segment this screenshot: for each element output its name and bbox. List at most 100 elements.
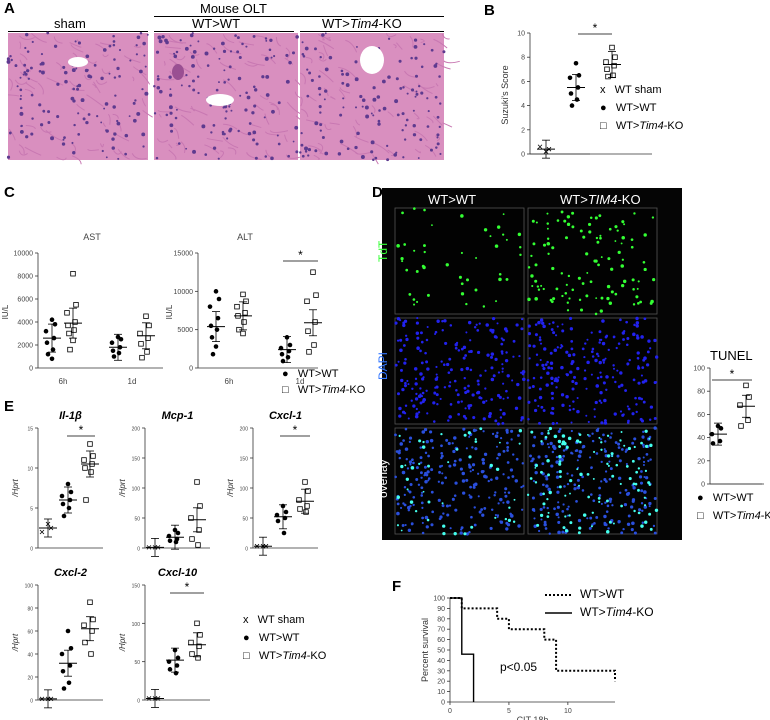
data-point xyxy=(297,506,303,512)
y-tick-label: 0 xyxy=(137,547,140,553)
he-nucleus xyxy=(265,75,270,79)
dapi-nucleus xyxy=(635,316,639,321)
data-point xyxy=(67,663,73,668)
he-nucleus xyxy=(41,70,45,75)
he-nucleus xyxy=(318,105,322,109)
dapi-nucleus xyxy=(453,494,457,497)
he-cord xyxy=(107,113,111,125)
dapi-nucleus xyxy=(642,456,645,459)
tdt-positive-cell xyxy=(617,250,621,255)
he-cord xyxy=(417,83,433,94)
he-nucleus xyxy=(188,84,191,88)
legend-e-0: x WT sham xyxy=(243,614,305,626)
y-tick-label: 40 xyxy=(697,435,705,442)
dapi-nucleus xyxy=(455,389,458,392)
dapi-nucleus xyxy=(535,353,539,356)
tdt-positive-cell xyxy=(564,236,569,240)
dapi-nucleus xyxy=(430,490,434,494)
dapi-nucleus xyxy=(555,421,559,425)
dapi-nucleus xyxy=(622,527,625,531)
dapi-nucleus xyxy=(608,497,613,502)
tdt-positive-cell xyxy=(585,294,589,298)
dapi-nucleus xyxy=(497,371,501,374)
he-cord xyxy=(95,43,105,50)
dapi-nucleus xyxy=(566,514,569,517)
dapi-nucleus xyxy=(532,344,536,348)
he-nucleus xyxy=(345,83,350,87)
he-nucleus xyxy=(359,94,363,99)
dapi-nucleus xyxy=(612,367,616,370)
dapi-nucleus xyxy=(626,405,629,408)
he-nucleus xyxy=(226,137,229,140)
dapi-nucleus xyxy=(427,454,430,458)
dapi-nucleus xyxy=(471,446,474,449)
dapi-nucleus xyxy=(591,523,594,526)
tdt-positive-cell xyxy=(586,271,589,274)
he-nucleus xyxy=(398,59,402,63)
dapi-nucleus xyxy=(419,456,423,460)
he-nucleus xyxy=(265,39,268,42)
dapi-nucleus xyxy=(569,327,574,331)
tdt-positive-cell xyxy=(527,266,531,269)
dapi-nucleus xyxy=(499,497,503,502)
dapi-nucleus xyxy=(565,350,569,354)
tdt-positive-cell xyxy=(474,440,478,443)
dapi-nucleus xyxy=(599,391,603,395)
he-cord xyxy=(158,113,162,118)
data-point xyxy=(281,530,287,536)
tdt-positive-cell xyxy=(589,216,593,220)
y-tick-label: 90 xyxy=(437,606,445,613)
he-cord xyxy=(18,144,25,155)
he-cord xyxy=(87,148,99,151)
dapi-nucleus xyxy=(567,505,570,508)
dapi-nucleus xyxy=(539,376,543,379)
dapi-nucleus xyxy=(549,351,553,355)
dapi-nucleus xyxy=(476,329,480,332)
dapi-nucleus xyxy=(647,459,650,463)
tdt-positive-cell xyxy=(579,229,583,233)
dapi-nucleus xyxy=(449,324,453,327)
dapi-nucleus xyxy=(403,486,407,489)
he-cord xyxy=(219,150,225,159)
dapi-nucleus xyxy=(448,464,452,468)
dapi-nucleus xyxy=(502,449,506,453)
dapi-nucleus xyxy=(591,355,595,358)
panel-a: Mouse OLT sham WT>WT WT>Tim4-KO xyxy=(0,0,460,165)
dapi-nucleus xyxy=(417,483,421,486)
panel-label-f: F xyxy=(392,578,402,595)
dapi-nucleus xyxy=(496,431,499,435)
he-nucleus xyxy=(25,135,29,139)
dapi-nucleus xyxy=(545,484,549,488)
he-nucleus xyxy=(417,157,420,159)
dapi-nucleus xyxy=(411,387,414,390)
he-cord xyxy=(420,38,425,43)
tdt-positive-cell xyxy=(568,514,571,517)
tdt-positive-cell xyxy=(396,495,401,500)
he-nucleus xyxy=(169,111,173,115)
he-nucleus xyxy=(410,88,415,92)
dapi-nucleus xyxy=(533,517,536,520)
he-nucleus xyxy=(228,129,232,133)
dapi-nucleus xyxy=(502,397,505,400)
dapi-nucleus xyxy=(600,421,604,425)
tdt-positive-cell xyxy=(498,441,501,444)
dapi-nucleus xyxy=(396,339,400,342)
dapi-nucleus xyxy=(630,505,634,509)
he-nucleus xyxy=(387,37,391,40)
tdt-positive-cell xyxy=(546,237,550,240)
he-nucleus xyxy=(418,85,421,88)
y-tick-label: 30 xyxy=(437,668,445,675)
dapi-nucleus xyxy=(600,401,603,404)
dapi-nucleus xyxy=(609,436,612,439)
dapi-nucleus xyxy=(617,342,621,345)
dapi-nucleus xyxy=(617,446,621,449)
dapi-nucleus xyxy=(534,323,538,326)
dapi-nucleus xyxy=(551,412,555,415)
he-nucleus xyxy=(426,125,430,128)
he-cord xyxy=(72,155,82,165)
he-nucleus xyxy=(438,125,441,129)
y-tick-label: 6000 xyxy=(17,297,33,304)
he-nucleus xyxy=(158,39,163,44)
he-cord xyxy=(442,122,453,128)
dapi-nucleus xyxy=(430,523,434,527)
